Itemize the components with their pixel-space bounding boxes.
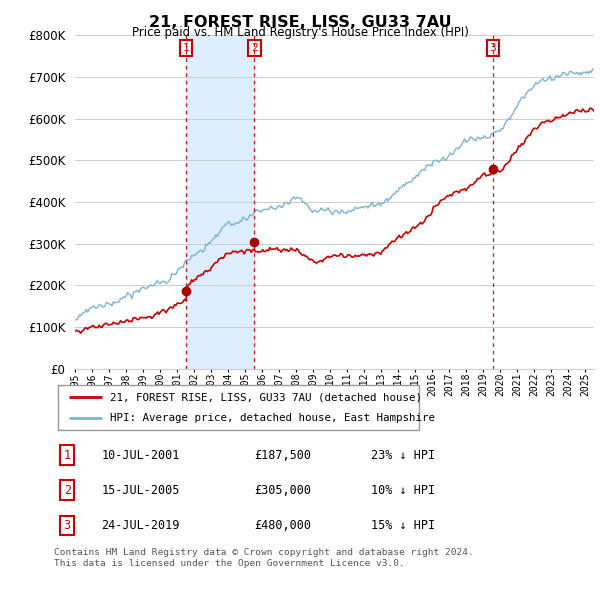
Text: HPI: Average price, detached house, East Hampshire: HPI: Average price, detached house, East… — [110, 414, 435, 424]
Text: 10% ↓ HPI: 10% ↓ HPI — [371, 484, 435, 497]
Text: 15% ↓ HPI: 15% ↓ HPI — [371, 519, 435, 532]
Text: Contains HM Land Registry data © Crown copyright and database right 2024.: Contains HM Land Registry data © Crown c… — [54, 548, 474, 556]
Text: 10-JUL-2001: 10-JUL-2001 — [101, 448, 180, 462]
Bar — [186, 35, 254, 369]
Text: 23% ↓ HPI: 23% ↓ HPI — [371, 448, 435, 462]
Text: 15-JUL-2005: 15-JUL-2005 — [101, 484, 180, 497]
Text: 3: 3 — [64, 519, 71, 532]
Text: £305,000: £305,000 — [254, 484, 311, 497]
Text: 21, FOREST RISE, LISS, GU33 7AU (detached house): 21, FOREST RISE, LISS, GU33 7AU (detache… — [110, 392, 422, 402]
Text: 2: 2 — [251, 43, 258, 53]
Text: 2: 2 — [64, 484, 71, 497]
Text: 1: 1 — [64, 448, 71, 462]
FancyBboxPatch shape — [58, 385, 419, 430]
Text: 1: 1 — [183, 43, 190, 53]
Text: £480,000: £480,000 — [254, 519, 311, 532]
Text: £187,500: £187,500 — [254, 448, 311, 462]
Text: Price paid vs. HM Land Registry's House Price Index (HPI): Price paid vs. HM Land Registry's House … — [131, 26, 469, 39]
Text: 3: 3 — [490, 43, 496, 53]
Text: This data is licensed under the Open Government Licence v3.0.: This data is licensed under the Open Gov… — [54, 559, 405, 568]
Text: 21, FOREST RISE, LISS, GU33 7AU: 21, FOREST RISE, LISS, GU33 7AU — [149, 15, 451, 30]
Text: 24-JUL-2019: 24-JUL-2019 — [101, 519, 180, 532]
